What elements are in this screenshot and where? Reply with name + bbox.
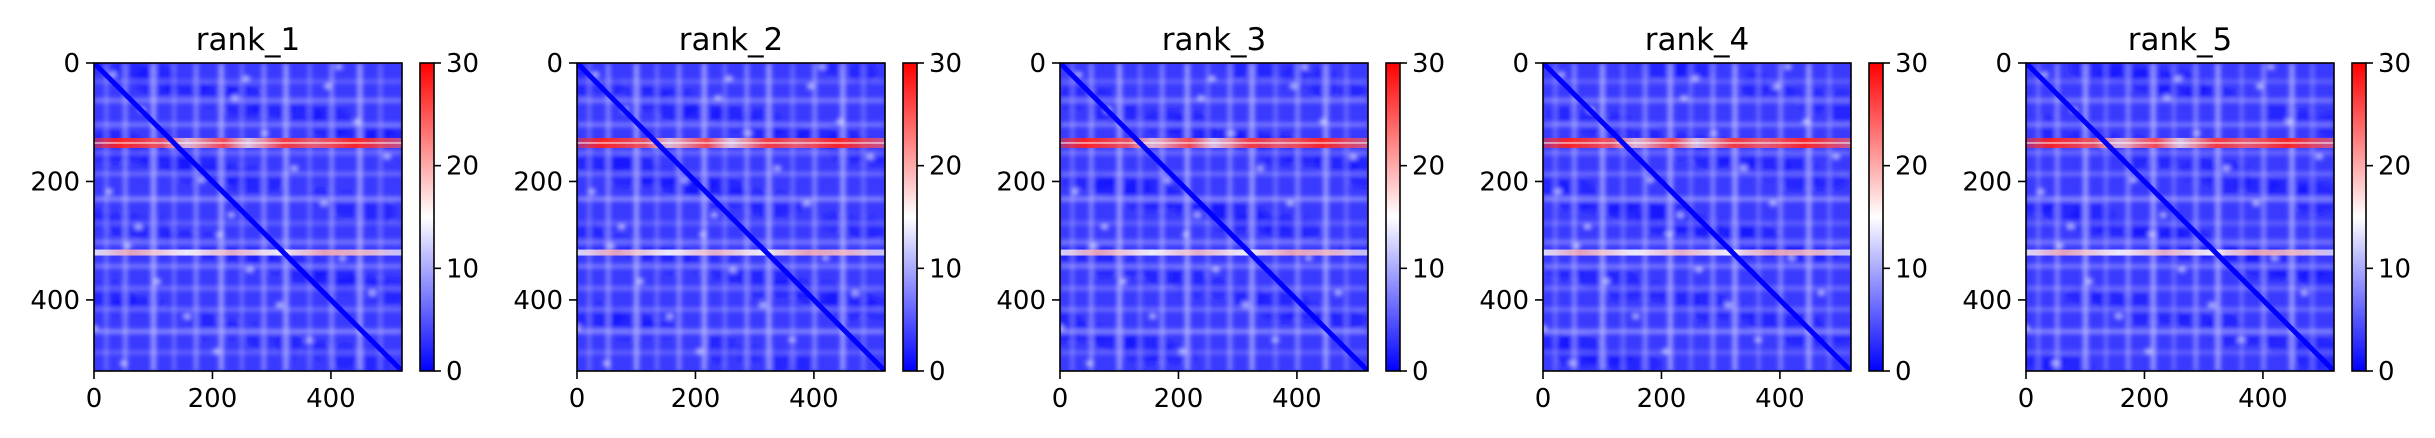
x-tick-label: 400	[789, 384, 839, 414]
y-tick-label: 400	[1479, 286, 1529, 316]
colorbar	[903, 63, 917, 371]
chart-title: rank_5	[2128, 22, 2233, 58]
x-tick-label: 0	[1535, 384, 1552, 414]
x-tick-label: 200	[1154, 384, 1204, 414]
x-tick-label: 0	[1052, 384, 1069, 414]
colorbar	[1386, 63, 1400, 371]
heatmap-image	[1543, 63, 1851, 371]
colorbar-tick-label: 30	[446, 49, 479, 79]
heatmap-diagonal	[1060, 63, 1368, 371]
x-tick-label: 200	[188, 384, 238, 414]
x-tick-label: 400	[1755, 384, 1805, 414]
y-tick-label: 400	[30, 286, 80, 316]
colorbar-tick-label: 30	[1895, 49, 1928, 79]
x-tick-label: 200	[1637, 384, 1687, 414]
colorbar-tick-label: 20	[2378, 152, 2411, 182]
colorbar-tick-label: 10	[929, 254, 962, 284]
colorbar-frame	[1385, 62, 1401, 372]
heatmap-diagonal	[1543, 63, 1851, 371]
colorbar-tick-label: 20	[446, 152, 479, 182]
heatmap-diagonal	[577, 63, 885, 371]
x-tick-label: 400	[1272, 384, 1322, 414]
colorbar-tick-label: 10	[1895, 254, 1928, 284]
heatmap-panel-2: rank_2 0 200 400 0 200 400 0 10 20 30	[513, 22, 962, 414]
heatmap-image	[2026, 63, 2334, 371]
heatmap-texture	[1543, 63, 1851, 371]
chart-title: rank_3	[1162, 22, 1267, 58]
x-tick-label: 400	[306, 384, 356, 414]
y-tick-label: 0	[1995, 49, 2012, 79]
hot-band-lower	[1060, 249, 1368, 256]
hot-band-lower	[2026, 249, 2334, 256]
x-tick-label: 0	[2018, 384, 2035, 414]
colorbar-frame	[2351, 62, 2367, 372]
y-tick-label: 0	[1512, 49, 1529, 79]
heatmap-texture	[94, 63, 402, 371]
heatmap-image	[94, 63, 402, 371]
colorbar-tick-label: 0	[2378, 357, 2395, 387]
heatmap-panel-5: rank_5 0 200 400 0 200 400 0 10 20 30	[1962, 22, 2411, 414]
y-tick-label: 200	[1962, 167, 2012, 197]
colorbar-tick-label: 20	[929, 152, 962, 182]
y-tick-label: 200	[30, 167, 80, 197]
y-tick-label: 400	[513, 286, 563, 316]
heatmap-panel-3: rank_3 0 200 400 0 200 400 0 10 20 30	[996, 22, 1445, 414]
colorbar-tick-label: 10	[2378, 254, 2411, 284]
axes-frame	[2025, 62, 2335, 372]
colorbar	[420, 63, 434, 371]
colorbar-tick-label: 0	[1412, 357, 1429, 387]
axes-frame	[576, 62, 886, 372]
hot-band-lower	[577, 249, 885, 256]
colorbar-tick-label: 30	[1412, 49, 1445, 79]
y-tick-label: 200	[513, 167, 563, 197]
heatmap-image	[577, 63, 885, 371]
colorbar-tick-label: 10	[1412, 254, 1445, 284]
colorbar-tick-label: 30	[2378, 49, 2411, 79]
y-tick-label: 0	[1029, 49, 1046, 79]
y-tick-label: 400	[1962, 286, 2012, 316]
heatmap-panel-1: rank_1 0 200 400 0 200 400 0 10 20 30	[30, 22, 479, 414]
colorbar-tick-label: 0	[1895, 357, 1912, 387]
y-tick-label: 200	[1479, 167, 1529, 197]
colorbar-tick-label: 10	[446, 254, 479, 284]
x-tick-label: 0	[569, 384, 586, 414]
colorbar-tick-label: 20	[1895, 152, 1928, 182]
axes-frame	[1059, 62, 1369, 372]
hot-band-lower	[1543, 249, 1851, 256]
hot-band-lower	[94, 249, 402, 256]
colorbar-frame	[419, 62, 435, 372]
colorbar	[1869, 63, 1883, 371]
heatmap-diagonal	[94, 63, 402, 371]
chart-title: rank_1	[196, 22, 301, 58]
colorbar-tick-label: 0	[929, 357, 946, 387]
x-tick-label: 200	[671, 384, 721, 414]
colorbar	[2352, 63, 2366, 371]
y-tick-label: 0	[63, 49, 80, 79]
colorbar-tick-label: 0	[446, 357, 463, 387]
colorbar-tick-label: 20	[1412, 152, 1445, 182]
x-tick-label: 400	[2238, 384, 2288, 414]
colorbar-frame	[902, 62, 918, 372]
y-tick-label: 0	[546, 49, 563, 79]
y-tick-label: 400	[996, 286, 1046, 316]
heatmap-texture	[577, 63, 885, 371]
chart-title: rank_2	[679, 22, 784, 58]
chart-title: rank_4	[1645, 22, 1750, 58]
heatmap-diagonal	[2026, 63, 2334, 371]
y-tick-label: 200	[996, 167, 1046, 197]
heatmap-texture	[1060, 63, 1368, 371]
heatmap-panel-4: rank_4 0 200 400 0 200 400 0 10 20 30	[1479, 22, 1928, 414]
colorbar-tick-label: 30	[929, 49, 962, 79]
axes-frame	[93, 62, 403, 372]
x-tick-label: 200	[2120, 384, 2170, 414]
colorbar-frame	[1868, 62, 1884, 372]
x-tick-label: 0	[86, 384, 103, 414]
heatmap-image	[1060, 63, 1368, 371]
axes-frame	[1542, 62, 1852, 372]
